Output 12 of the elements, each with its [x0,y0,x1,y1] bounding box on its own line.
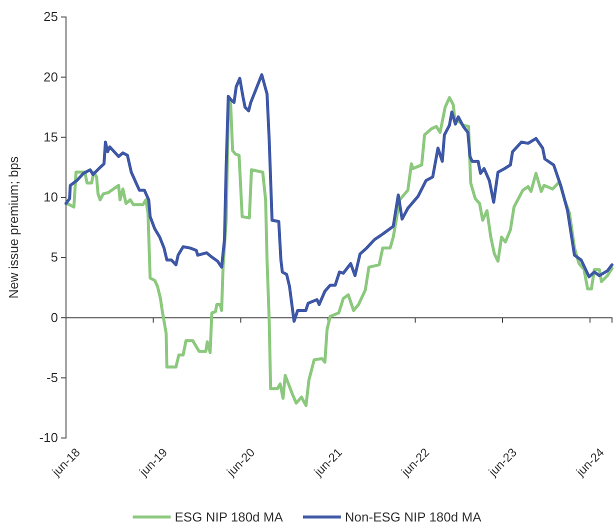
y-tick-label: 5 [50,250,58,265]
legend-label: ESG NIP 180d MA [174,510,284,525]
y-tick-label: -5 [46,370,58,386]
y-tick-label: -10 [39,430,58,446]
y-tick-label: 10 [44,190,58,205]
legend-label: Non-ESG NIP 180d MA [344,510,482,525]
y-tick-label: 15 [44,129,58,144]
line-series [64,73,614,323]
y-axis-title: New issue premium; bps [6,156,21,299]
y-tick-label: 20 [44,69,58,84]
y-tick-label: 25 [44,9,58,24]
y-tick-label: 0 [50,310,58,325]
